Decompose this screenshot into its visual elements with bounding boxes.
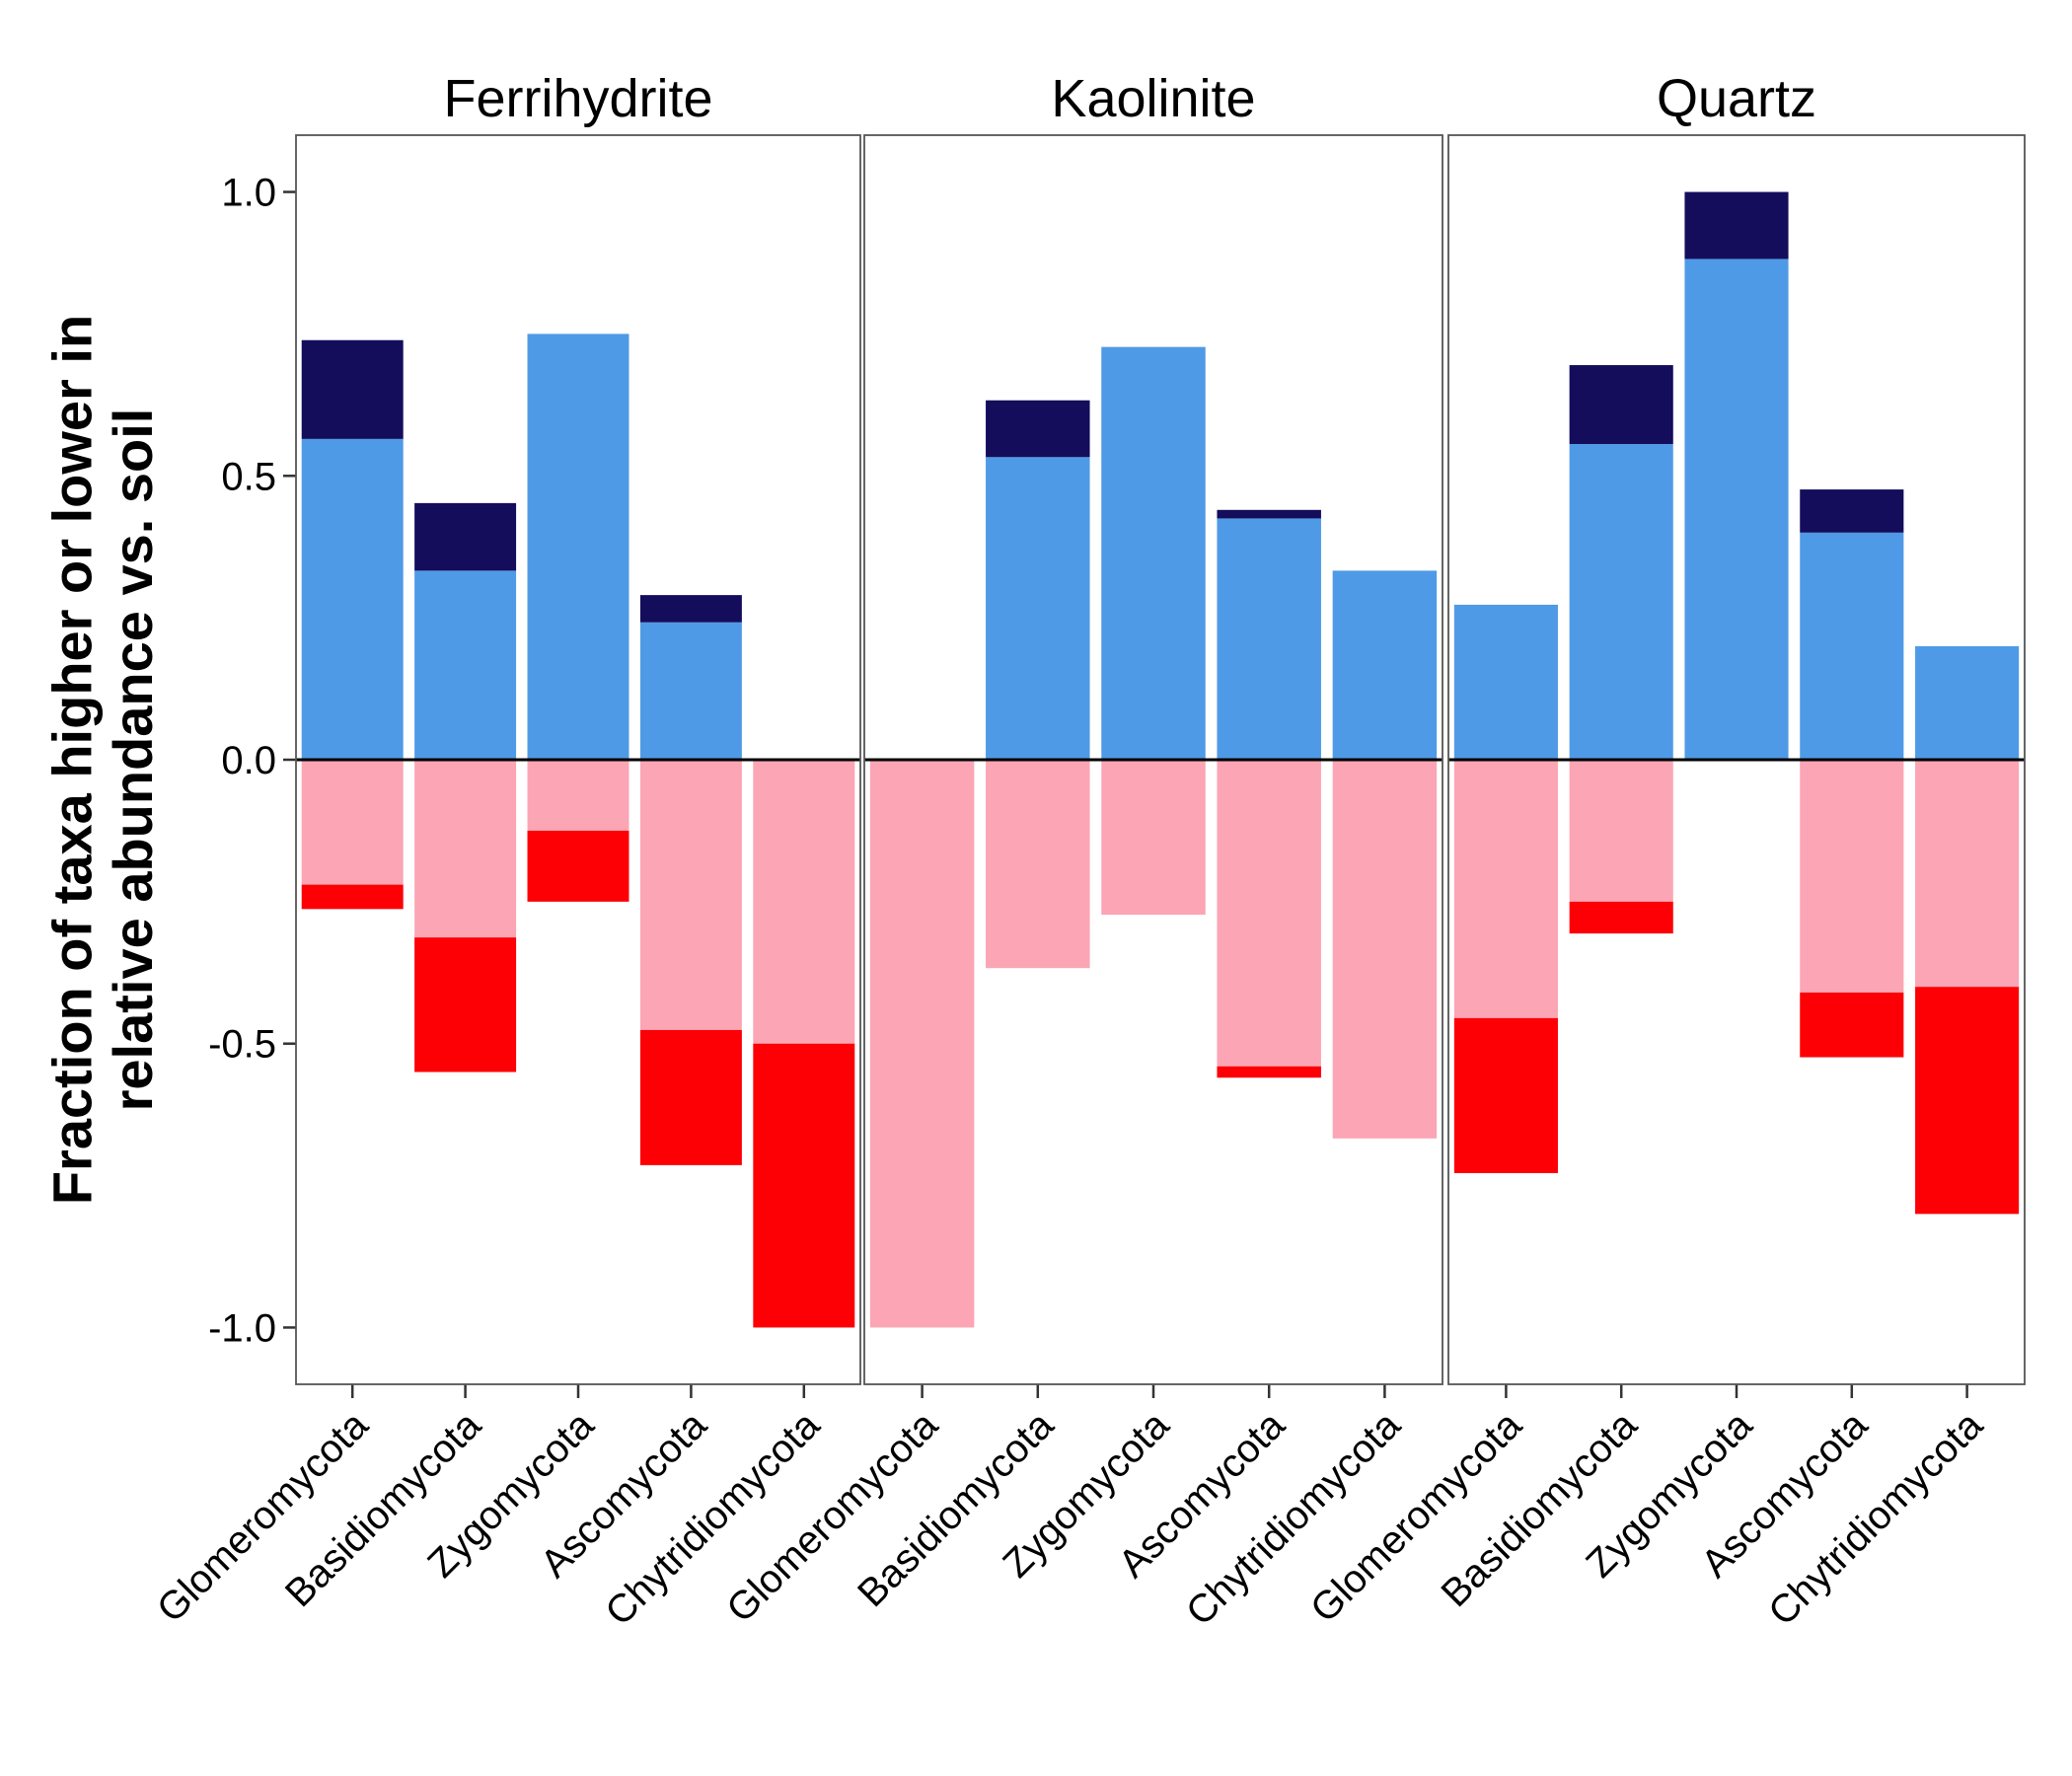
bar-lower-light [1915,760,2020,988]
bar-lower-light [1800,760,1904,993]
bar-higher-light [1217,518,1321,760]
bar-higher-dark [301,339,404,439]
bar-lower-dark [1569,901,1673,934]
bar-higher-dark [986,400,1090,458]
x-category-label: Basidiomycota [850,1403,1063,1616]
bar-lower-light [414,760,517,938]
x-category-label: Chytridiomycota [1178,1403,1409,1634]
bar-higher-light [639,622,742,760]
bar-lower-dark [639,1029,742,1165]
facet-title: Ferrihydrite [443,69,712,128]
chart-panels: FerrihydriteGlomeromycotaBasidiomycotaZy… [149,69,2026,1634]
x-category-label: Basidiomycota [1434,1403,1647,1616]
bar-higher-light [1453,604,1558,760]
bar-higher-light [1569,444,1673,760]
bar-lower-light [1453,760,1558,1018]
bar-higher-dark [414,502,517,571]
bar-lower-light [986,760,1090,969]
y-axis-title-line: Fraction of taxa higher or lower in [40,315,103,1205]
x-category-label: Glomeromycota [1302,1403,1530,1631]
panel-ferrihydrite: FerrihydriteGlomeromycotaBasidiomycotaZy… [149,69,861,1634]
bar-lower-dark [1915,987,2020,1215]
bar-higher-dark [639,595,742,623]
bar-lower-light [753,760,855,1044]
panel-border [863,134,1443,1385]
bar-lower-light [301,760,404,885]
bar-higher-light [1800,532,1904,760]
bar-higher-light [301,438,404,760]
bar-lower-light [1332,760,1438,1139]
bar-lower-dark [753,1043,855,1328]
y-axis-title-text: Fraction of taxa higher or lower inrelat… [40,315,164,1205]
bar-higher-dark [1684,191,1789,259]
y-tick-label: 0.5 [221,455,276,498]
bar-lower-dark [414,937,517,1073]
y-tick-label: -1.0 [208,1306,276,1350]
bar-lower-light [1101,760,1206,916]
bar-lower-light [1217,760,1321,1067]
bar-lower-dark [1453,1017,1558,1173]
x-category-label: Chytridiomycota [1760,1403,1991,1634]
bar-lower-light [527,760,629,831]
panel-border [295,134,861,1385]
y-axis-title: Fraction of taxa higher or lower inrelat… [40,172,296,1350]
bar-higher-dark [1217,509,1321,519]
facet-title: Quartz [1657,69,1816,128]
bar-higher-light [414,570,517,760]
bar-lower-light [639,760,742,1030]
bar-higher-dark [1569,365,1673,445]
bar-lower-dark [527,830,629,902]
bar-lower-dark [1217,1066,1321,1078]
x-category-label: Chytridiomycota [597,1403,828,1634]
facet-title: Kaolinite [1051,69,1255,128]
bar-lower-dark [301,884,404,910]
bar-higher-light [986,457,1090,760]
bar-lower-dark [1800,992,1904,1058]
bar-higher-light [1684,259,1789,760]
bar-lower-light [869,760,975,1328]
x-category-label: Basidiomycota [277,1403,490,1616]
y-tick-label: 1.0 [221,172,276,215]
bar-higher-light [1101,346,1206,760]
bar-higher-light [527,333,629,760]
y-tick-label: -0.5 [208,1023,276,1067]
panel-border [1447,134,2026,1385]
bar-lower-light [1569,760,1673,902]
y-axis-title-line: relative abundance vs. soil [102,408,164,1112]
bar-higher-light [1915,645,2020,760]
bar-higher-light [1332,570,1438,760]
bar-higher-dark [1800,489,1904,533]
y-tick-label: 0.0 [221,739,276,782]
x-category-label: Glomeromycota [149,1403,377,1631]
x-category-label: Glomeromycota [718,1403,946,1631]
